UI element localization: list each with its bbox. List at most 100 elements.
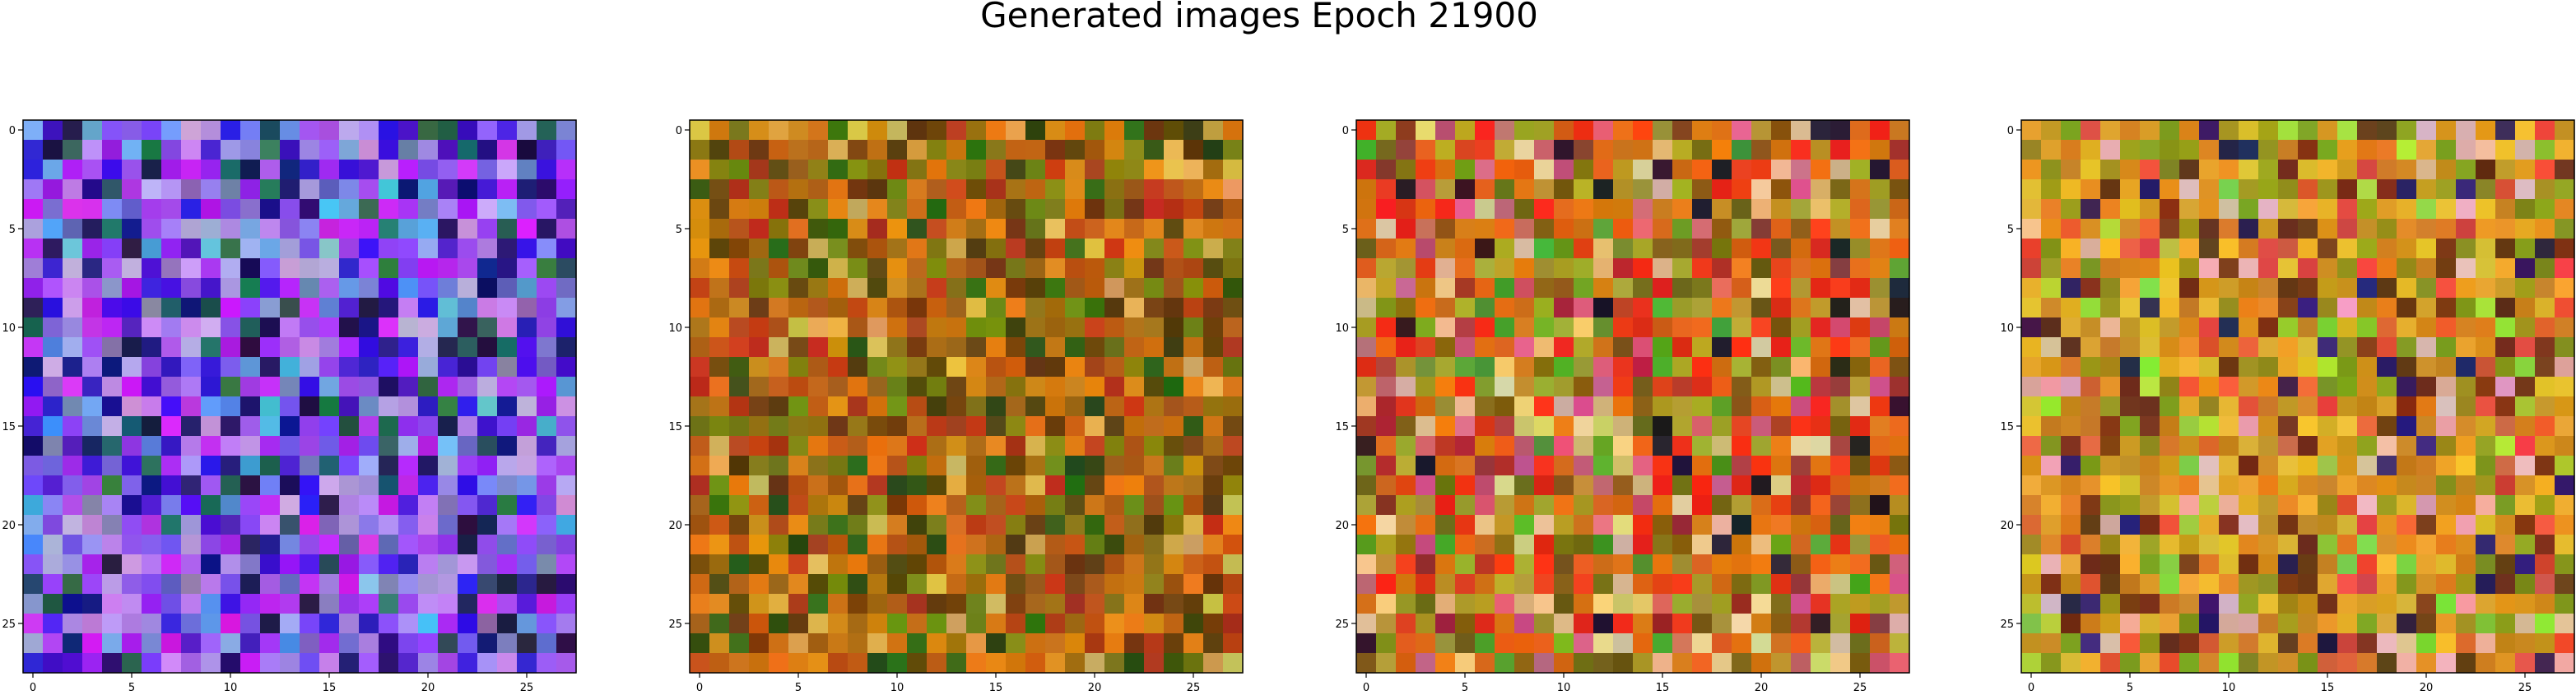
pixel	[201, 258, 221, 279]
pixel	[458, 199, 478, 220]
pixel	[2535, 535, 2555, 555]
pixel	[1593, 377, 1614, 397]
pixel	[729, 495, 750, 516]
pixel	[788, 160, 809, 180]
pixel	[1376, 456, 1397, 476]
pixel	[1811, 515, 1831, 535]
pixel	[966, 377, 987, 397]
pixel	[398, 140, 419, 160]
pixel	[927, 554, 947, 575]
pixel	[23, 179, 44, 200]
pixel	[690, 594, 710, 614]
pixel	[1356, 416, 1377, 437]
pixel	[1751, 160, 1772, 180]
pixel	[1811, 317, 1831, 338]
pixel	[2357, 199, 2378, 220]
pixel	[1396, 317, 1416, 338]
pixel	[497, 120, 518, 141]
pixel	[848, 614, 868, 634]
pixel	[458, 614, 478, 634]
pixel	[2278, 337, 2299, 358]
pixel	[1751, 554, 1772, 575]
pixel	[1416, 357, 1436, 378]
pixel	[2258, 535, 2279, 555]
pixel	[2436, 120, 2457, 141]
pixel	[2160, 396, 2180, 417]
pixel	[2535, 436, 2555, 456]
pixel	[1475, 416, 1495, 437]
pixel	[2239, 298, 2259, 318]
pixel	[2337, 495, 2358, 516]
pixel	[1574, 357, 1594, 378]
pixel	[1732, 199, 1752, 220]
y-tick-label: 10	[2000, 322, 2014, 335]
pixel	[240, 554, 261, 575]
pixel	[300, 633, 320, 654]
pixel	[1455, 298, 1476, 318]
pixel	[1006, 219, 1026, 239]
pixel	[1554, 179, 1574, 200]
pixel	[1751, 317, 1772, 338]
pixel	[1514, 554, 1535, 575]
pixel	[181, 554, 202, 575]
pixel	[2041, 298, 2062, 318]
pixel	[379, 436, 399, 456]
pixel	[1495, 278, 1515, 299]
pixel	[1653, 199, 1673, 220]
pixel	[1574, 574, 1594, 595]
pixel	[2219, 614, 2239, 634]
pixel	[1850, 219, 1871, 239]
pixel	[2061, 120, 2081, 141]
pixel	[1475, 357, 1495, 378]
pixel	[82, 554, 103, 575]
pixel	[1416, 160, 1436, 180]
pixel	[2160, 653, 2180, 674]
pixel	[848, 535, 868, 555]
y-tick-label: 15	[1335, 421, 1349, 433]
pixel	[1396, 594, 1416, 614]
pixel	[788, 574, 809, 595]
pixel	[907, 377, 928, 397]
pixel	[2495, 475, 2516, 496]
pixel	[1475, 199, 1495, 220]
pixel	[2535, 120, 2555, 141]
pixel	[2140, 317, 2160, 338]
pixel	[1633, 396, 1653, 417]
pixel	[319, 495, 340, 516]
pixel	[1791, 199, 1811, 220]
pixel	[2535, 298, 2555, 318]
pixel	[2436, 199, 2457, 220]
pixel	[359, 219, 379, 239]
pixel-grid	[1356, 120, 1910, 674]
pixel	[1455, 653, 1476, 674]
pixel	[2120, 258, 2141, 279]
pixel	[749, 396, 770, 417]
pixel	[2239, 317, 2259, 338]
pixel	[1183, 317, 1204, 338]
pixel	[1104, 594, 1125, 614]
pixel	[1712, 515, 1732, 535]
pixel	[1203, 140, 1224, 160]
pixel	[438, 317, 458, 338]
pixel	[161, 416, 182, 437]
pixel	[1455, 258, 1476, 279]
pixel	[280, 337, 300, 358]
pixel	[1850, 179, 1871, 200]
pixel	[1732, 653, 1752, 674]
pixel	[537, 140, 557, 160]
pixel	[887, 475, 908, 496]
pixel	[927, 298, 947, 318]
pixel	[2021, 633, 2042, 654]
pixel	[240, 396, 261, 417]
pixel	[1672, 436, 1693, 456]
x-tick-label: 10	[224, 682, 238, 694]
pixel	[1356, 199, 1377, 220]
pixel	[1791, 554, 1811, 575]
pixel	[2120, 317, 2141, 338]
pixel	[2377, 278, 2397, 299]
pixel	[966, 653, 987, 674]
pixel	[2120, 179, 2141, 200]
pixel	[1495, 160, 1515, 180]
pixel	[2258, 594, 2279, 614]
